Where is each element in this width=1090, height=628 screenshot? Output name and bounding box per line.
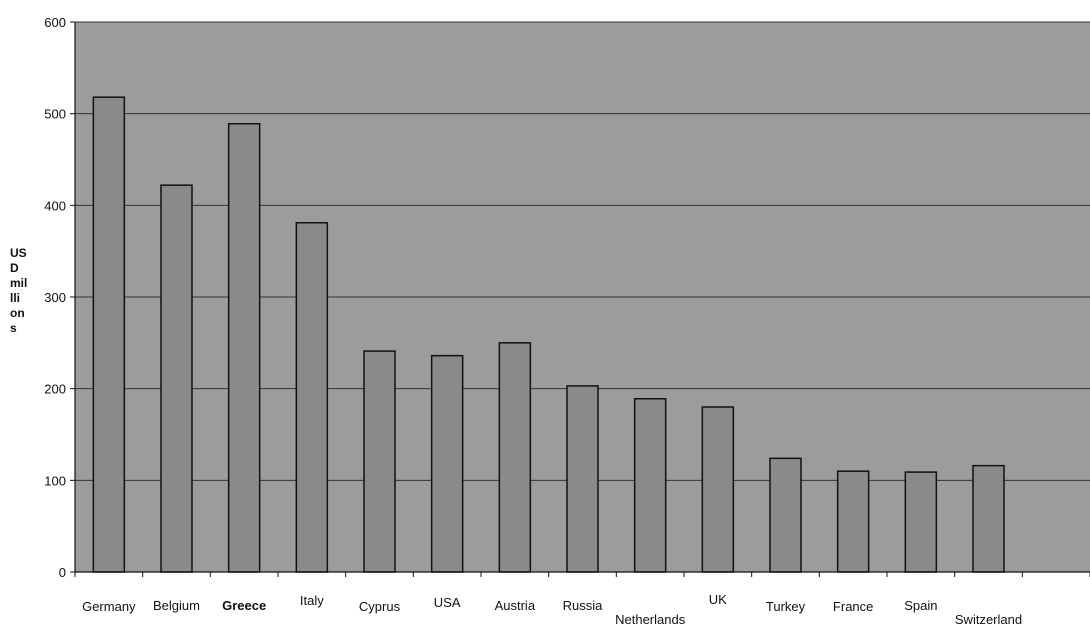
bar-cyprus — [363, 350, 396, 573]
x-label-france: France — [833, 599, 873, 614]
x-label-uk: UK — [709, 592, 727, 607]
y-tick-labels: 0 100 200 300 400 500 600 — [44, 15, 66, 580]
y-axis-label-line: lli — [10, 291, 20, 305]
y-tick-label: 500 — [44, 107, 66, 122]
x-label-italy: Italy — [300, 593, 324, 608]
x-label-cyprus: Cyprus — [359, 599, 401, 614]
y-axis-label-line: D — [10, 261, 19, 275]
y-tick-label: 200 — [44, 382, 66, 397]
x-label-russia: Russia — [563, 598, 604, 613]
bar-uk — [701, 406, 735, 573]
bar-netherlands — [633, 398, 667, 573]
bar-usa — [430, 354, 464, 573]
y-axis-label-line: on — [10, 306, 25, 320]
bar-greece — [227, 123, 261, 573]
x-label-germany: Germany — [82, 599, 136, 614]
y-axis-label-line: s — [10, 321, 17, 335]
x-label-switzerland: Switzerland — [955, 612, 1022, 627]
x-label-austria: Austria — [495, 598, 536, 613]
bars — [92, 96, 1005, 573]
y-tick-label: 100 — [44, 473, 66, 488]
bar-france — [836, 470, 870, 573]
bar-italy — [295, 222, 329, 573]
x-label-greece: Greece — [222, 598, 266, 613]
y-tick-label: 300 — [44, 290, 66, 305]
axes — [70, 21, 1090, 577]
bar-switzerland — [972, 464, 1005, 573]
bar-austria — [498, 342, 532, 573]
bar-belgium — [160, 184, 193, 573]
y-axis-label-line: US — [10, 246, 27, 260]
y-tick-label: 600 — [44, 15, 66, 30]
x-label-belgium: Belgium — [153, 598, 200, 613]
bar-russia — [566, 385, 599, 573]
x-label-netherlands: Netherlands — [615, 612, 686, 627]
y-axis-label-line: mil — [10, 276, 27, 290]
bar-germany — [92, 96, 126, 573]
bar-turkey — [769, 457, 802, 573]
x-label-turkey: Turkey — [766, 599, 806, 614]
x-tick-labels: Germany Belgium Greece Italy Cyprus USA Austri… — [82, 592, 1022, 627]
x-label-usa: USA — [434, 595, 461, 610]
y-tick-label: 400 — [44, 198, 66, 213]
x-label-spain: Spain — [904, 598, 937, 613]
bar-spain — [904, 471, 938, 573]
y-tick-label: 0 — [59, 565, 66, 580]
